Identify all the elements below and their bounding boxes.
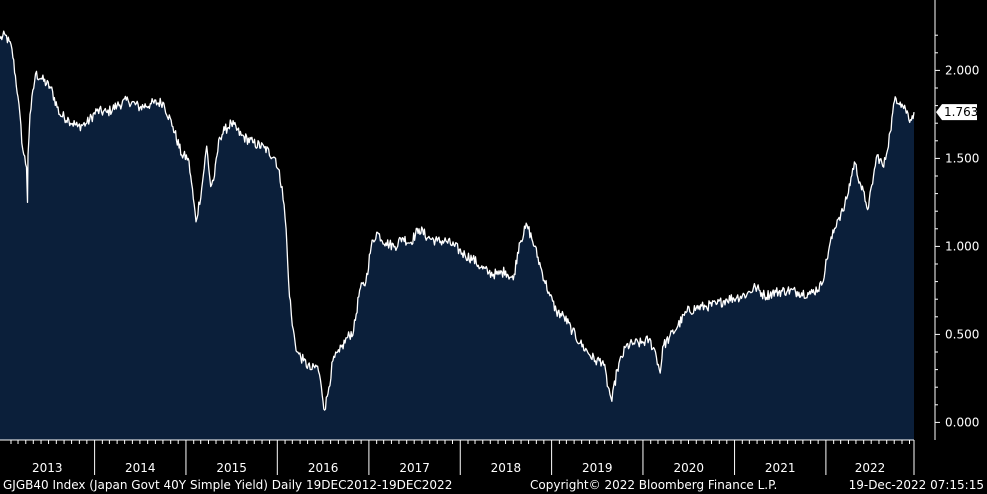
y-tick-label: 0.500 <box>945 327 979 341</box>
x-tick-label: 2019 <box>582 461 613 475</box>
y-tick-label: 1.500 <box>945 151 979 165</box>
x-tick-label: 2017 <box>399 461 430 475</box>
footer-security-description: GJGB40 Index (Japan Govt 40Y Simple Yiel… <box>3 478 452 492</box>
footer-timestamp: 19-Dec-2022 07:15:15 <box>849 478 984 492</box>
x-tick-label: 2021 <box>765 461 796 475</box>
x-tick-label: 2014 <box>125 461 156 475</box>
x-tick-label: 2020 <box>674 461 705 475</box>
x-tick-label: 2016 <box>308 461 339 475</box>
yield-line <box>0 30 915 411</box>
plot-area <box>0 30 915 440</box>
axes: 0.000 0.500 1.000 1.500 2.000 1.763 2013 2014 20… <box>0 0 979 475</box>
y-tick-label: 1.000 <box>945 239 979 253</box>
y-tick-label: 0.000 <box>945 415 979 429</box>
last-value-tag <box>936 104 977 121</box>
x-tick-label: 2022 <box>855 461 886 475</box>
y-tick-label: 2.000 <box>945 63 979 77</box>
footer: GJGB40 Index (Japan Govt 40Y Simple Yiel… <box>3 478 984 492</box>
yield-area <box>0 31 914 440</box>
x-tick-label: 2018 <box>491 461 522 475</box>
last-value-label: 1.763 <box>944 105 978 119</box>
x-tick-label: 2013 <box>32 461 63 475</box>
footer-copyright: Copyright© 2022 Bloomberg Finance L.P. <box>530 478 777 492</box>
x-tick-label: 2015 <box>216 461 247 475</box>
